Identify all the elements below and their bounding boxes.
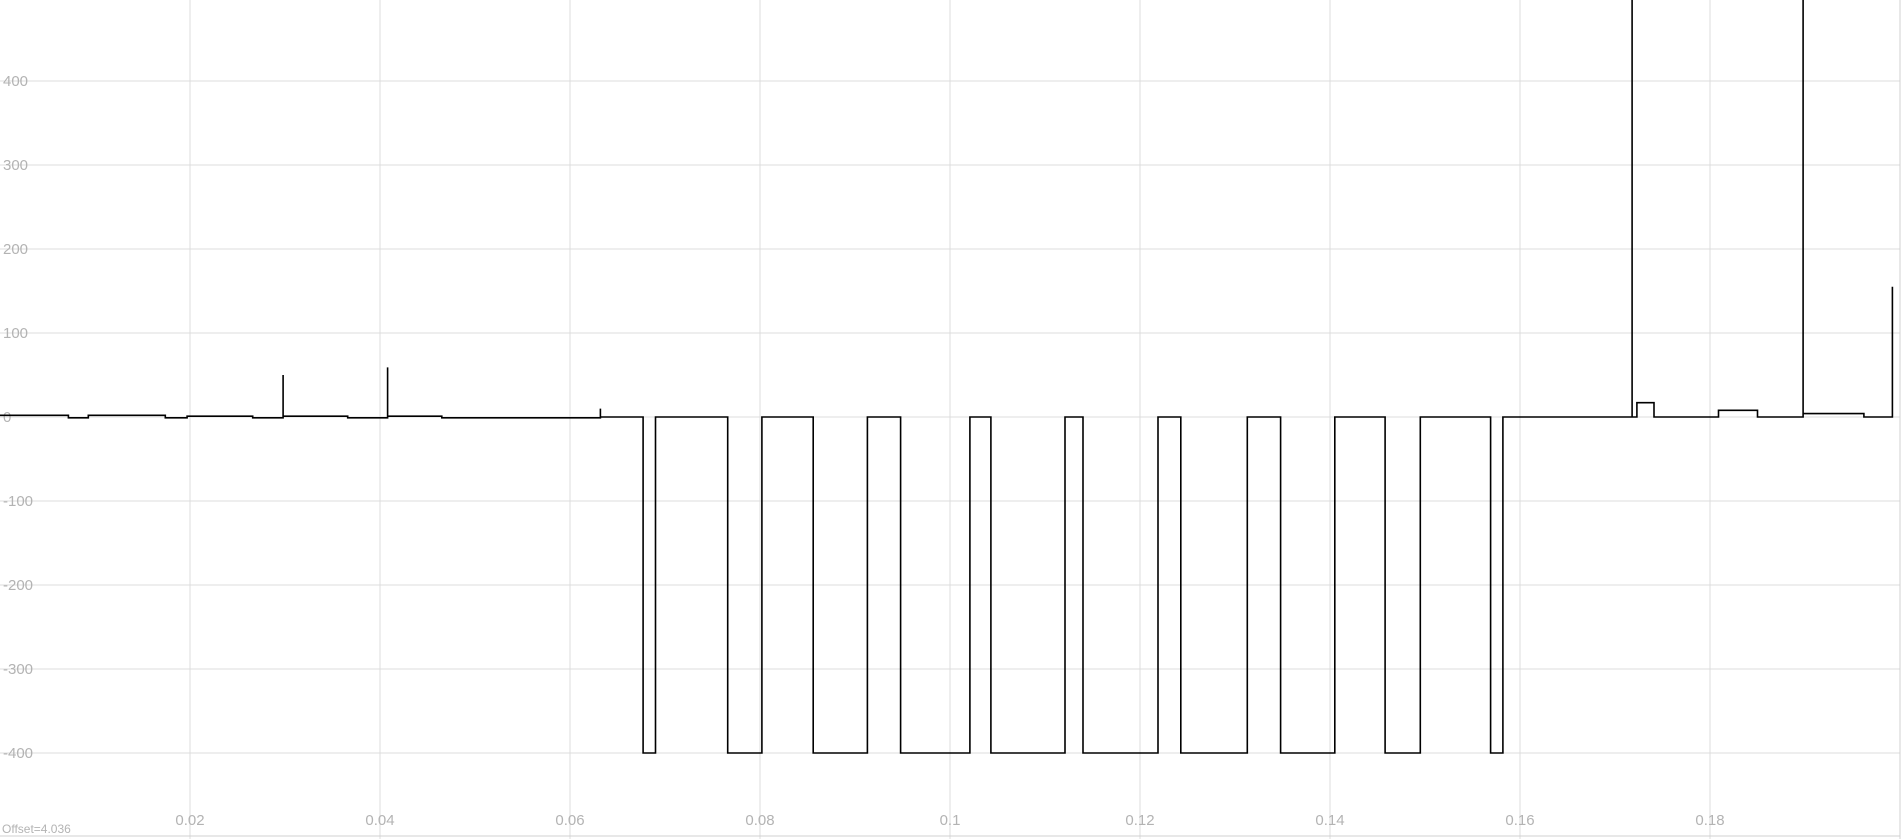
tick-labels: 0.02 0.04 0.06 0.08 0.1 0.12 0.14 0.16 0.18 400 30… xyxy=(3,73,1725,829)
y-tick-label: -200 xyxy=(3,577,33,594)
y-tick-label: -100 xyxy=(3,493,33,510)
y-tick-label: 400 xyxy=(3,73,28,90)
x-tick-label: 0.08 xyxy=(745,812,774,829)
series-group xyxy=(0,0,1894,754)
y-tick-label: -300 xyxy=(3,661,33,678)
y-tick-label: -400 xyxy=(3,745,33,762)
x-tick-label: 0.04 xyxy=(365,812,394,829)
offset-label: Offset=4.036 xyxy=(2,822,71,836)
series-line xyxy=(0,0,1894,754)
x-tick-label: 0.16 xyxy=(1505,812,1534,829)
x-tick-label: 0.14 xyxy=(1315,812,1344,829)
x-tick-label: 0.12 xyxy=(1125,812,1154,829)
y-tick-label: 200 xyxy=(3,241,28,258)
x-tick-label: 0.18 xyxy=(1695,812,1724,829)
y-tick-label: 0 xyxy=(3,409,11,426)
y-tick-label: 300 xyxy=(3,157,28,174)
x-tick-label: 0.06 xyxy=(555,812,584,829)
y-tick-label: 100 xyxy=(3,325,28,342)
x-tick-label: 0.02 xyxy=(175,812,204,829)
x-tick-label: 0.1 xyxy=(940,812,961,829)
